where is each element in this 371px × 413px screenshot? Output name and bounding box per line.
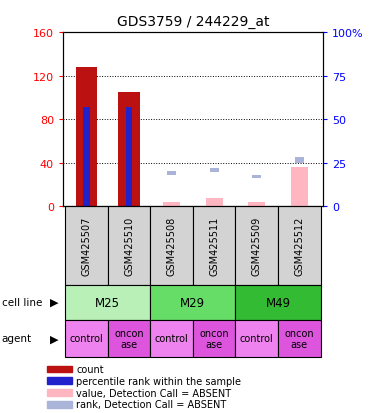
Bar bbox=[126, 108, 132, 206]
Text: GSM425511: GSM425511 bbox=[209, 216, 219, 275]
Text: GSM425512: GSM425512 bbox=[294, 216, 304, 275]
Text: ▶: ▶ bbox=[50, 297, 58, 307]
Bar bbox=[248, 202, 265, 206]
Text: rank, Detection Call = ABSENT: rank, Detection Call = ABSENT bbox=[76, 399, 227, 409]
Bar bbox=[167, 172, 176, 176]
Bar bbox=[236, 206, 278, 285]
Bar bbox=[118, 93, 140, 206]
Bar bbox=[47, 366, 72, 372]
Bar bbox=[252, 175, 262, 179]
Bar bbox=[295, 158, 304, 164]
Text: M25: M25 bbox=[95, 296, 120, 309]
Bar bbox=[278, 206, 321, 285]
Bar bbox=[150, 206, 193, 285]
Text: GSM425507: GSM425507 bbox=[82, 216, 92, 275]
Text: ▶: ▶ bbox=[50, 334, 58, 344]
Bar bbox=[76, 68, 97, 206]
Bar bbox=[47, 401, 72, 408]
Bar bbox=[163, 202, 180, 206]
Bar bbox=[47, 377, 72, 384]
Text: value, Detection Call = ABSENT: value, Detection Call = ABSENT bbox=[76, 388, 232, 398]
Text: control: control bbox=[70, 334, 104, 344]
Text: control: control bbox=[240, 334, 274, 344]
Bar bbox=[108, 320, 150, 357]
Bar bbox=[150, 320, 193, 357]
Text: GSM425509: GSM425509 bbox=[252, 216, 262, 275]
Bar bbox=[193, 206, 236, 285]
Bar bbox=[65, 206, 108, 285]
Text: oncon
ase: oncon ase bbox=[114, 328, 144, 349]
Bar bbox=[236, 285, 321, 320]
Text: oncon
ase: oncon ase bbox=[285, 328, 314, 349]
Text: oncon
ase: oncon ase bbox=[199, 328, 229, 349]
Bar bbox=[278, 320, 321, 357]
Bar bbox=[65, 285, 150, 320]
Bar bbox=[150, 285, 236, 320]
Text: M49: M49 bbox=[266, 296, 290, 309]
Bar bbox=[210, 169, 219, 173]
Text: agent: agent bbox=[2, 334, 32, 344]
Text: percentile rank within the sample: percentile rank within the sample bbox=[76, 376, 242, 386]
Text: control: control bbox=[155, 334, 188, 344]
Bar bbox=[206, 199, 223, 206]
Bar bbox=[83, 108, 90, 206]
Bar bbox=[65, 320, 108, 357]
Bar bbox=[236, 320, 278, 357]
Text: M29: M29 bbox=[180, 296, 206, 309]
Text: GSM425510: GSM425510 bbox=[124, 216, 134, 275]
Bar bbox=[47, 389, 72, 396]
Bar bbox=[291, 168, 308, 206]
Bar bbox=[108, 206, 150, 285]
Text: GSM425508: GSM425508 bbox=[167, 216, 177, 275]
Text: count: count bbox=[76, 364, 104, 374]
Title: GDS3759 / 244229_at: GDS3759 / 244229_at bbox=[116, 15, 269, 29]
Bar bbox=[193, 320, 236, 357]
Text: cell line: cell line bbox=[2, 297, 42, 307]
